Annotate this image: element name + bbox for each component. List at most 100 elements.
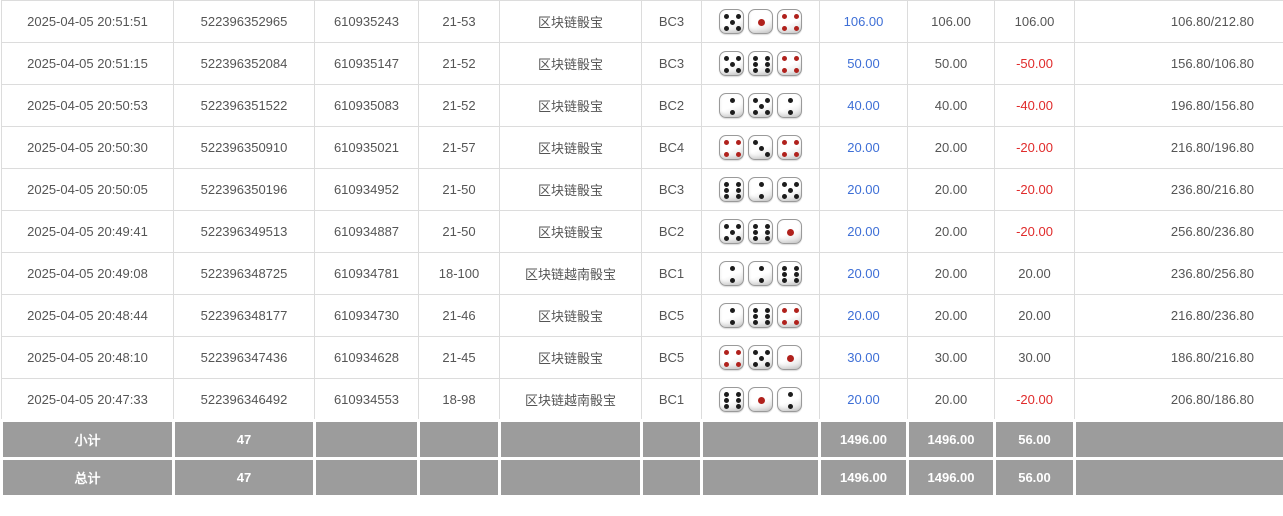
die-2-icon (719, 303, 744, 328)
die-5-icon (748, 345, 773, 370)
game-name-cell: 区块链骰宝 (499, 336, 642, 379)
bet-amount-link[interactable]: 20.00 (847, 140, 880, 155)
die-6-icon (719, 386, 744, 412)
table-code-cell: BC4 (641, 126, 702, 169)
table-row: 2025-04-05 20:51:51 522396352965 6109352… (1, 0, 1283, 43)
winloss-cell: -20.00 (994, 210, 1075, 253)
bet-amount-cell: 50.00 (819, 42, 908, 85)
footer-empty-cell (417, 419, 501, 460)
die-1-icon (748, 9, 773, 34)
dice-result (703, 219, 819, 244)
bet-time-cell: 2025-04-05 20:50:53 (1, 84, 174, 127)
bet-amount-cell: 20.00 (819, 210, 908, 253)
bet-amount-link[interactable]: 40.00 (847, 98, 880, 113)
round-number-cell: 610935243 (314, 0, 419, 43)
bet-time-cell: 2025-04-05 20:50:05 (1, 168, 174, 211)
table-code-cell: BC5 (641, 336, 702, 379)
bet-amount-link[interactable]: 20.00 (847, 224, 880, 239)
game-name-cell: 区块链骰宝 (499, 168, 642, 211)
bet-history-table: 2025-04-05 20:51:51 522396352965 6109352… (0, 0, 1283, 498)
die-4-icon (777, 9, 802, 34)
dice-result-cell (701, 126, 820, 169)
table-code-cell: BC3 (641, 0, 702, 43)
dice-result-cell (701, 252, 820, 295)
table-code-cell: BC3 (641, 168, 702, 211)
footer-empty-cell (1073, 457, 1283, 498)
balance-cell: 256.80/236.80 (1074, 210, 1283, 253)
winloss-cell: -40.00 (994, 84, 1075, 127)
game-name-cell: 区块链骰宝 (499, 210, 642, 253)
bet-amount-link[interactable]: 50.00 (847, 56, 880, 71)
die-4-icon (777, 135, 802, 160)
winloss-value: 20.00 (1018, 308, 1051, 323)
bet-amount-cell: 20.00 (819, 378, 908, 421)
balance-cell: 236.80/216.80 (1074, 168, 1283, 211)
balance-cell: 186.80/216.80 (1074, 336, 1283, 379)
table-row: 2025-04-05 20:48:44 522396348177 6109347… (1, 294, 1283, 337)
table-body: 2025-04-05 20:51:51 522396352965 6109352… (1, 0, 1283, 421)
bet-amount-cell: 20.00 (819, 294, 908, 337)
round-number-cell: 610934781 (314, 252, 419, 295)
bet-amount-cell: 20.00 (819, 252, 908, 295)
die-6-icon (748, 51, 773, 76)
valid-amount-cell: 20.00 (907, 168, 995, 211)
winloss-cell: -20.00 (994, 126, 1075, 169)
die-2-icon (748, 177, 773, 202)
die-5-icon (748, 93, 773, 118)
subtotal-bet-amount: 1496.00 (818, 419, 909, 460)
dice-result-cell (701, 378, 820, 421)
bet-time-cell: 2025-04-05 20:51:15 (1, 42, 174, 85)
balance-cell: 156.80/106.80 (1074, 42, 1283, 85)
winloss-value: -40.00 (1016, 98, 1053, 113)
bet-time-cell: 2025-04-05 20:47:33 (1, 378, 174, 421)
dice-result (703, 386, 819, 412)
table-code-cell: BC3 (641, 42, 702, 85)
winloss-value: -50.00 (1016, 56, 1053, 71)
footer-empty-cell (498, 419, 643, 460)
round-number-cell: 610934553 (314, 378, 419, 421)
winloss-cell: 106.00 (994, 0, 1075, 43)
bet-amount-link[interactable]: 20.00 (847, 391, 880, 407)
bet-amount-link[interactable]: 20.00 (847, 182, 880, 197)
die-6-icon (777, 261, 802, 286)
dice-result (703, 51, 819, 76)
table-code-cell: BC2 (641, 84, 702, 127)
valid-amount-cell: 40.00 (907, 84, 995, 127)
die-6-icon (748, 303, 773, 328)
bet-amount-link[interactable]: 20.00 (847, 266, 880, 281)
valid-amount-cell: 20.00 (907, 252, 995, 295)
subtotal-valid-amount: 1496.00 (906, 419, 996, 460)
period-cell: 21-46 (418, 294, 500, 337)
dice-result (703, 9, 819, 34)
bet-number-cell: 522396352084 (173, 42, 315, 85)
die-3-icon (748, 135, 773, 160)
winloss-value: -20.00 (1016, 140, 1053, 155)
period-cell: 21-57 (418, 126, 500, 169)
period-cell: 21-52 (418, 42, 500, 85)
subtotal-row: 小计 47 1496.00 1496.00 56.00 (0, 419, 1283, 460)
die-4-icon (719, 345, 744, 370)
bet-number-cell: 522396350910 (173, 126, 315, 169)
subtotal-winloss: 56.00 (993, 419, 1076, 460)
footer-empty-cell (700, 457, 821, 498)
bet-amount-link[interactable]: 106.00 (843, 14, 884, 29)
bet-time-cell: 2025-04-05 20:50:30 (1, 126, 174, 169)
bet-amount-link[interactable]: 20.00 (847, 308, 880, 323)
winloss-cell: 20.00 (994, 294, 1075, 337)
bet-amount-cell: 40.00 (819, 84, 908, 127)
bet-number-cell: 522396351522 (173, 84, 315, 127)
die-2-icon (719, 93, 744, 118)
bet-amount-link[interactable]: 30.00 (847, 350, 880, 365)
game-name-cell: 区块链骰宝 (499, 84, 642, 127)
dice-result (703, 93, 819, 118)
winloss-value: 106.00 (1014, 14, 1055, 29)
die-1-icon (777, 219, 802, 244)
die-1-icon (748, 386, 773, 412)
footer-empty-cell (498, 457, 643, 498)
dice-result-cell (701, 0, 820, 43)
bet-time-cell: 2025-04-05 20:49:41 (1, 210, 174, 253)
table-row: 2025-04-05 20:50:05 522396350196 6109349… (1, 168, 1283, 211)
game-name-cell: 区块链越南骰宝 (499, 252, 642, 295)
winloss-cell: 20.00 (994, 252, 1075, 295)
die-5-icon (777, 177, 802, 202)
